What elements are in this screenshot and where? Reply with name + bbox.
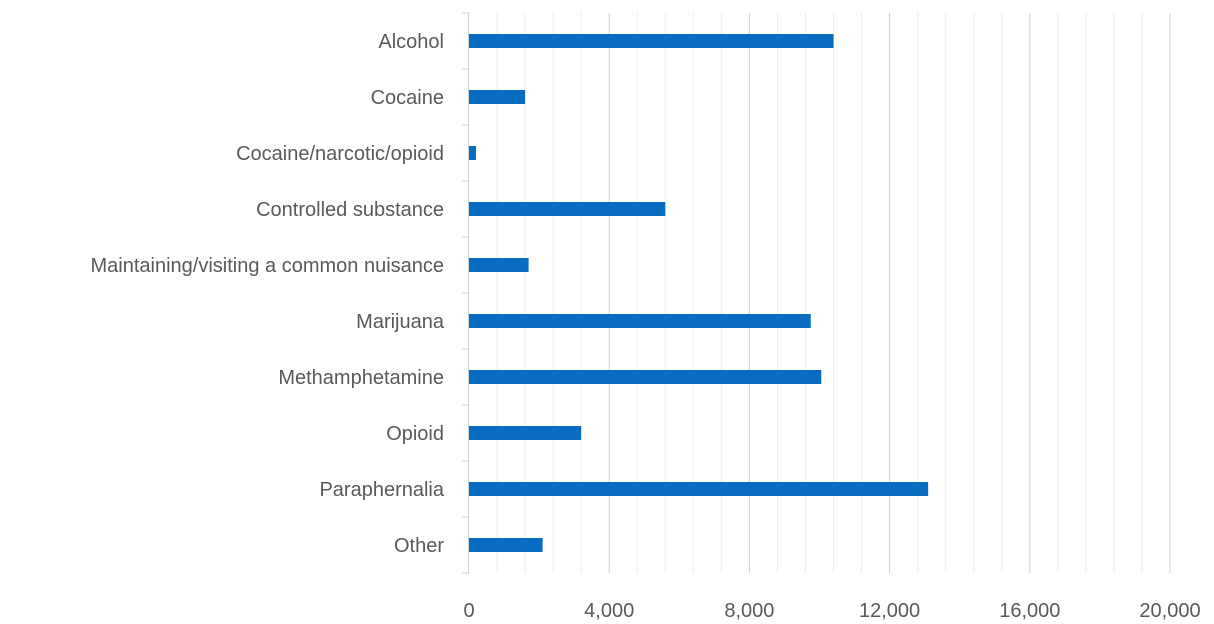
x-tick-label: 16,000: [999, 600, 1060, 622]
category-label: Maintaining/visiting a common nuisance: [90, 255, 444, 277]
bar-maintaining-visiting-a-common-nuisance: [469, 258, 529, 272]
bar-other: [469, 538, 543, 552]
bars: [469, 34, 929, 552]
category-label: Controlled substance: [256, 199, 444, 221]
bar-methamphetamine: [469, 370, 822, 384]
category-label: Methamphetamine: [278, 367, 444, 389]
bar-cocaine: [469, 90, 526, 104]
category-label: Marijuana: [356, 311, 445, 333]
x-tick-label: 4,000: [584, 600, 634, 622]
gridlines: [496, 13, 1171, 573]
category-label: Opioid: [386, 423, 444, 445]
x-tick-label: 20,000: [1139, 600, 1200, 622]
bar-opioid: [469, 426, 582, 440]
labels: Alcohol Cocaine Cocaine/narcotic/opioid Con…: [90, 31, 1200, 622]
category-label: Paraphernalia: [319, 479, 444, 501]
category-label: Cocaine: [371, 87, 444, 109]
x-tick-label: 0: [463, 600, 474, 622]
bar-paraphernalia: [469, 482, 929, 496]
x-tick-label: 8,000: [724, 600, 774, 622]
category-label: Cocaine/narcotic/opioid: [236, 143, 444, 165]
bar-marijuana: [469, 314, 811, 328]
category-label: Alcohol: [378, 31, 444, 53]
bar-controlled-substance: [469, 202, 666, 216]
x-tick-label: 12,000: [859, 600, 920, 622]
category-label: Other: [394, 535, 444, 557]
axes: [462, 12, 469, 574]
bar-alcohol: [469, 34, 834, 48]
bar-cocaine-narcotic-opioid: [469, 146, 477, 160]
